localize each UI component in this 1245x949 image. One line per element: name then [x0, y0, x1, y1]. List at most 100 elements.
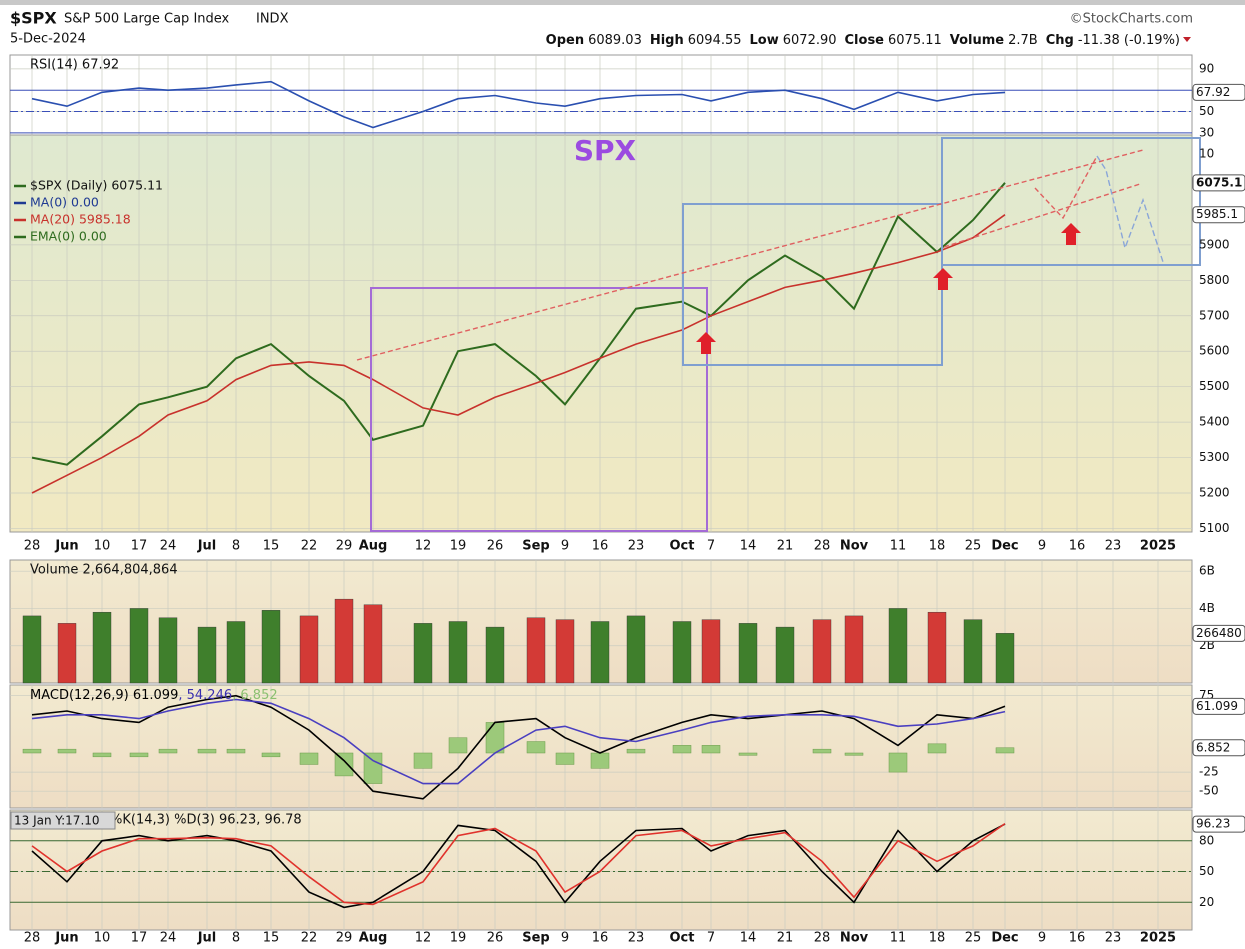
- histogram-bar: [129, 752, 149, 758]
- bar: [22, 615, 42, 684]
- x-tick-label: 9: [1038, 931, 1046, 946]
- title-part: , 54.246: [178, 688, 232, 703]
- x-tick-label: 14: [740, 539, 757, 554]
- last-label-box: [1192, 206, 1245, 224]
- x-tick-label: 22: [301, 539, 318, 554]
- panel-title: Volume 2,664,804,864: [30, 563, 178, 578]
- x-tick-label: 25: [965, 931, 982, 946]
- x-tick-label: Jun: [54, 931, 78, 946]
- y-tick-label: 5800: [1199, 273, 1230, 287]
- x-tick-label: 18: [929, 931, 946, 946]
- y-tick-label: 5100: [1199, 521, 1230, 535]
- legend-label: EMA(0) 0.00: [30, 229, 107, 244]
- x-tick-label: 2025: [1140, 539, 1176, 554]
- symbol: $SPX: [10, 9, 57, 28]
- x-tick-label: 21: [777, 931, 794, 946]
- y-tick-label: 5300: [1199, 450, 1230, 464]
- exchange: INDX: [256, 12, 289, 27]
- bar: [738, 623, 758, 684]
- quote-label: High: [650, 33, 684, 48]
- x-tick-label: Aug: [359, 931, 388, 946]
- last-label: 6.852: [1196, 740, 1230, 754]
- bar: [299, 615, 319, 684]
- bar: [129, 608, 149, 684]
- x-tick-label: 23: [1105, 539, 1122, 554]
- histogram-bar: [927, 743, 947, 754]
- histogram-bar: [812, 748, 832, 754]
- bar: [448, 621, 468, 684]
- legend-label: MA(0) 0.00: [30, 195, 99, 210]
- bar: [261, 610, 281, 684]
- x-tick-label: 2025: [1140, 931, 1176, 946]
- y-tick-label: -50: [1199, 784, 1219, 798]
- y-tick-label: 6B: [1199, 564, 1215, 578]
- panels: [9, 54, 1193, 931]
- bar: [590, 621, 610, 684]
- x-tick-label: 28: [814, 931, 831, 946]
- histogram-bar: [261, 752, 281, 758]
- x-tick-label: 26: [487, 539, 504, 554]
- bar: [57, 623, 77, 684]
- x-tick-label: 21: [777, 539, 794, 554]
- histogram-bar: [363, 752, 383, 784]
- last-label-box: [1192, 83, 1245, 101]
- x-tick-label: 28: [24, 539, 41, 554]
- bar: [363, 604, 383, 684]
- quote-value: 6094.55: [688, 33, 742, 48]
- histogram-bar: [158, 748, 178, 754]
- histogram-bar: [485, 722, 505, 754]
- x-tick-label: 7: [707, 931, 715, 946]
- x-tick-label: 7: [707, 539, 715, 554]
- box: [370, 287, 708, 532]
- x-tick-label: 15: [263, 539, 280, 554]
- box: [941, 137, 1201, 266]
- x-tick-label: Oct: [670, 931, 695, 946]
- bar: [775, 626, 795, 684]
- cursor-label: 13 Jan Y:17.10: [14, 814, 100, 828]
- histogram-bar: [448, 737, 468, 754]
- x-tick-label: Nov: [840, 931, 869, 946]
- x-tick-label: 12: [415, 931, 432, 946]
- x-tick-label: 23: [628, 931, 645, 946]
- x-tick-label: Oct: [670, 539, 695, 554]
- x-tick-label: 18: [929, 539, 946, 554]
- x-tick-label: 12: [415, 539, 432, 554]
- quote-value: -11.38 (-0.19%): [1078, 33, 1180, 48]
- x-tick-label: Dec: [991, 539, 1018, 554]
- quote-label: Chg: [1046, 33, 1074, 48]
- quote-label: Volume: [950, 33, 1005, 48]
- histogram-bar: [888, 752, 908, 773]
- series-line: [31, 822, 1006, 906]
- y-tick-label: 5400: [1199, 415, 1230, 429]
- y-tick-label: 5600: [1199, 344, 1230, 358]
- series-line: [31, 80, 1006, 129]
- trend-line: [943, 183, 1141, 248]
- y-tick-label: 20: [1199, 895, 1214, 909]
- y-tick-label: 5900: [1199, 237, 1230, 251]
- panel-title: %K(14,3) %D(3) 96.23, 96.78: [110, 813, 302, 828]
- x-tick-label: 10: [94, 539, 111, 554]
- last-label: 6075.1: [1196, 175, 1242, 189]
- histogram-bar: [672, 745, 692, 754]
- last-label-box: [1192, 174, 1245, 192]
- bar: [334, 598, 354, 684]
- title-part: , 6.852: [232, 688, 277, 703]
- bar: [485, 626, 505, 684]
- quote-value: 6072.90: [783, 33, 837, 48]
- panel-bg: [9, 54, 1193, 136]
- x-tick-label: 16: [1069, 931, 1086, 946]
- x-tick-label: 28: [814, 539, 831, 554]
- panel-bg: [9, 134, 1193, 533]
- histogram-bar: [413, 752, 433, 769]
- x-tick-label: 11: [890, 931, 907, 946]
- last-label: 67.92: [1196, 85, 1230, 99]
- legend-label: MA(20) 5985.18: [30, 212, 131, 227]
- watermark: SPX: [574, 134, 637, 167]
- projection: [1096, 155, 1164, 263]
- y-tick-label: 5200: [1199, 486, 1230, 500]
- histogram-bar: [92, 752, 112, 758]
- legend-label: $SPX (Daily) 6075.11: [30, 178, 163, 193]
- title-part: MACD(12,26,9) 61.099: [30, 688, 178, 703]
- x-tick-label: 23: [1105, 931, 1122, 946]
